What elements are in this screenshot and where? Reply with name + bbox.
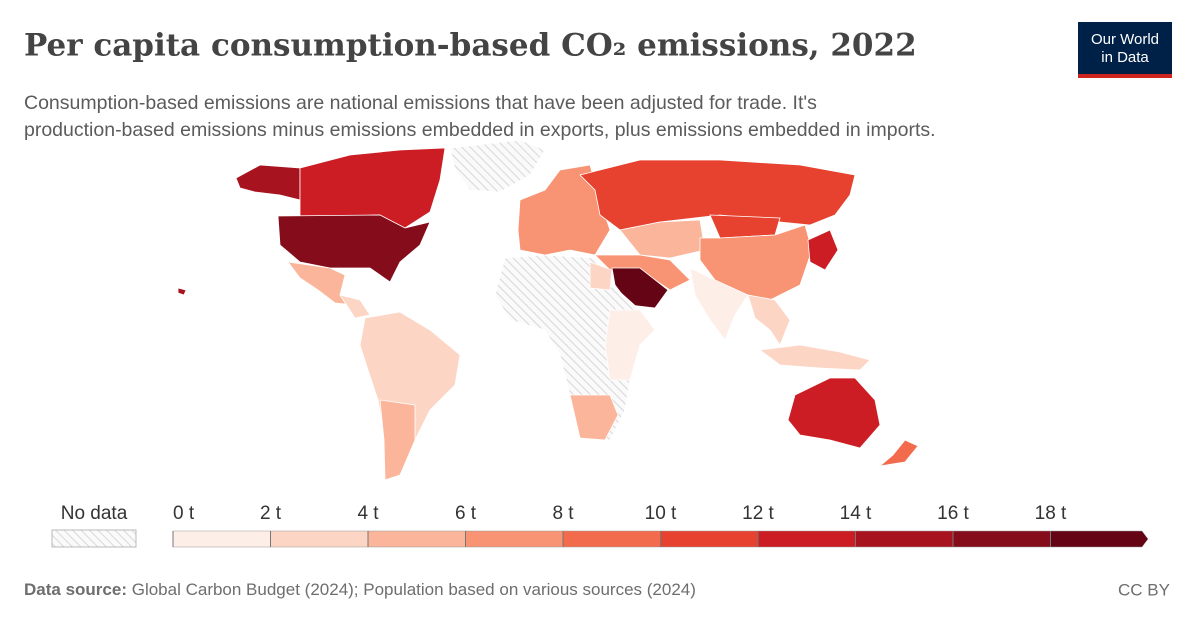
- legend-swatch: [562, 530, 661, 548]
- hawaii: [177, 287, 187, 296]
- legend-label: 18 t: [1035, 503, 1067, 524]
- license: CC BY: [1118, 580, 1170, 599]
- central-america: [339, 294, 371, 319]
- greenland: [449, 139, 546, 193]
- legend: 0 t 2 t 4 t 6 t 8 t 10 t 12 t 14 t 16 t 18 t: [172, 503, 1149, 548]
- subtitle: production-based emissions minus emissio…: [24, 119, 936, 141]
- alaska: [235, 164, 301, 201]
- legend-swatch: [270, 530, 369, 548]
- australia: [787, 377, 881, 449]
- footer-source: Data source: Global Carbon Budget (2024)…: [24, 580, 696, 599]
- argentina-chile: [379, 399, 416, 481]
- legend-label: 4 t: [357, 503, 379, 524]
- legend-no-data-swatch: [51, 529, 137, 548]
- source: Global Carbon Budget (2024); Population …: [132, 580, 696, 599]
- china: [699, 224, 813, 301]
- logo-text: in Data: [1101, 49, 1149, 66]
- legend-swatch: [1050, 530, 1149, 548]
- russia: [579, 159, 856, 231]
- legend-swatch: [952, 530, 1051, 548]
- subtitle: Consumption-based emissions are national…: [24, 92, 817, 114]
- legend-swatch: [660, 530, 759, 548]
- title: Per capita consumption-based CO₂ emissio…: [24, 28, 917, 64]
- india: [689, 267, 749, 341]
- legend-label: 6 t: [455, 503, 477, 524]
- legend-label: 14 t: [840, 503, 872, 524]
- indonesia: [758, 344, 871, 371]
- southern-africa: [569, 394, 619, 441]
- legend-label: 0 t: [173, 503, 195, 524]
- mongolia: [709, 214, 781, 239]
- legend-swatch: [465, 530, 564, 548]
- legend-label: 12 t: [742, 503, 774, 524]
- legend-swatch: [367, 530, 466, 548]
- legend-label: 16 t: [937, 503, 969, 524]
- usa: [277, 214, 431, 283]
- legend-swatch: [172, 530, 271, 548]
- legend-swatch: [757, 530, 856, 548]
- east-africa: [604, 309, 656, 381]
- logo[interactable]: Our World in Data: [1078, 22, 1172, 78]
- legend-no-data: No data: [61, 503, 128, 524]
- map: [177, 139, 919, 481]
- japan-korea: [807, 229, 839, 271]
- southeast-asia: [747, 294, 791, 346]
- legend-label: 8 t: [552, 503, 574, 524]
- new-zealand: [878, 439, 919, 467]
- source-label: Data source:: [24, 580, 127, 599]
- legend-swatch: [855, 530, 954, 548]
- north-africa: [589, 261, 613, 291]
- legend-label: 10 t: [645, 503, 677, 524]
- logo-text: Our World: [1091, 31, 1159, 48]
- legend-label: 2 t: [260, 503, 282, 524]
- europe: [517, 164, 611, 256]
- south-america: [359, 311, 461, 481]
